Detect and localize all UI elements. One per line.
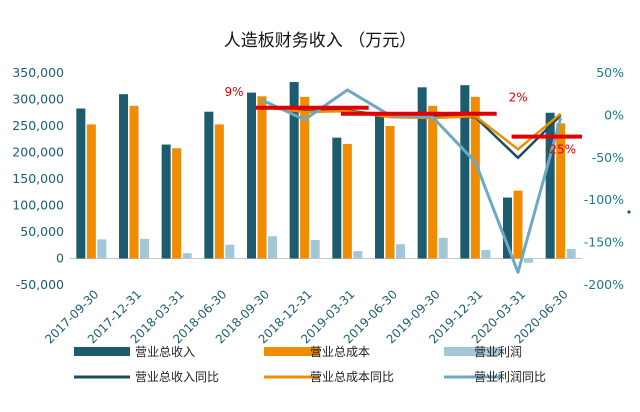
y-right-tick-label: 0% bbox=[604, 107, 624, 122]
y-right-tick-label: -150% bbox=[584, 235, 624, 250]
y-right-tick-label: -50% bbox=[592, 150, 624, 165]
legend-swatch bbox=[264, 347, 320, 356]
bar bbox=[300, 96, 310, 259]
bar bbox=[268, 236, 277, 259]
bar bbox=[556, 123, 566, 259]
bar bbox=[524, 258, 533, 263]
y-right-tick-label: 50% bbox=[596, 65, 624, 80]
annotation-label: 2% bbox=[509, 91, 528, 105]
annotation-label: -25% bbox=[545, 143, 576, 157]
bar bbox=[417, 87, 427, 259]
bar bbox=[225, 244, 235, 259]
y-right-tick-label: -100% bbox=[584, 192, 624, 207]
y-left-tick-label: 250,000 bbox=[12, 118, 64, 133]
bar bbox=[385, 126, 395, 259]
bar bbox=[438, 237, 448, 259]
legend-label: 营业总收入 bbox=[135, 345, 195, 359]
y-left-tick-label: 50,000 bbox=[20, 224, 64, 239]
chart-title: 人造板财务收入 （万元） bbox=[224, 31, 416, 51]
legend-label: 营业总成本同比 bbox=[310, 370, 394, 384]
bar bbox=[513, 190, 523, 259]
y-left-tick-label: -50,000 bbox=[16, 277, 64, 292]
bar bbox=[428, 105, 438, 259]
bar bbox=[289, 82, 299, 259]
bar bbox=[182, 253, 192, 259]
y-left-tick-label: 350,000 bbox=[12, 65, 64, 80]
legend-label: 营业总收入同比 bbox=[135, 370, 219, 384]
bar bbox=[161, 144, 171, 259]
legend-swatch bbox=[444, 347, 500, 356]
edge-dot bbox=[627, 210, 631, 214]
annotation-group: 9% 2% -25% bbox=[225, 85, 582, 157]
legend-label: 营业利润同比 bbox=[474, 370, 546, 384]
bar bbox=[353, 251, 363, 259]
series-line bbox=[261, 88, 563, 274]
bar bbox=[310, 239, 320, 259]
line-group bbox=[261, 88, 563, 274]
legend-label: 营业利润 bbox=[474, 345, 522, 359]
bar bbox=[566, 248, 576, 259]
bar bbox=[460, 85, 470, 259]
y-left-tick-label: 100,000 bbox=[12, 198, 64, 213]
bar bbox=[204, 111, 214, 259]
bar bbox=[172, 148, 182, 259]
y-right-tick-label: -200% bbox=[584, 277, 624, 292]
bar bbox=[247, 92, 256, 259]
bar bbox=[257, 96, 267, 259]
bar bbox=[76, 108, 86, 259]
bar bbox=[86, 124, 96, 259]
bar-group bbox=[76, 82, 576, 263]
bar bbox=[119, 94, 128, 259]
bar bbox=[396, 244, 405, 259]
bar bbox=[332, 137, 342, 259]
bar bbox=[545, 112, 555, 259]
bar bbox=[503, 197, 512, 259]
bar bbox=[140, 238, 149, 259]
y-left-tick-label: 200,000 bbox=[12, 145, 64, 160]
bar bbox=[97, 239, 107, 259]
bar bbox=[129, 105, 139, 259]
legend-swatch bbox=[74, 347, 130, 356]
bar bbox=[470, 96, 480, 259]
bar bbox=[214, 124, 224, 259]
legend-label: 营业总成本 bbox=[310, 345, 370, 359]
bar bbox=[481, 250, 491, 259]
bar bbox=[342, 144, 352, 259]
y-left-tick-label: 0 bbox=[56, 251, 64, 266]
y-left-tick-label: 300,000 bbox=[12, 92, 64, 107]
annotation-label: 9% bbox=[225, 85, 244, 99]
y-left-tick-label: 150,000 bbox=[12, 171, 64, 186]
bar bbox=[375, 113, 384, 259]
